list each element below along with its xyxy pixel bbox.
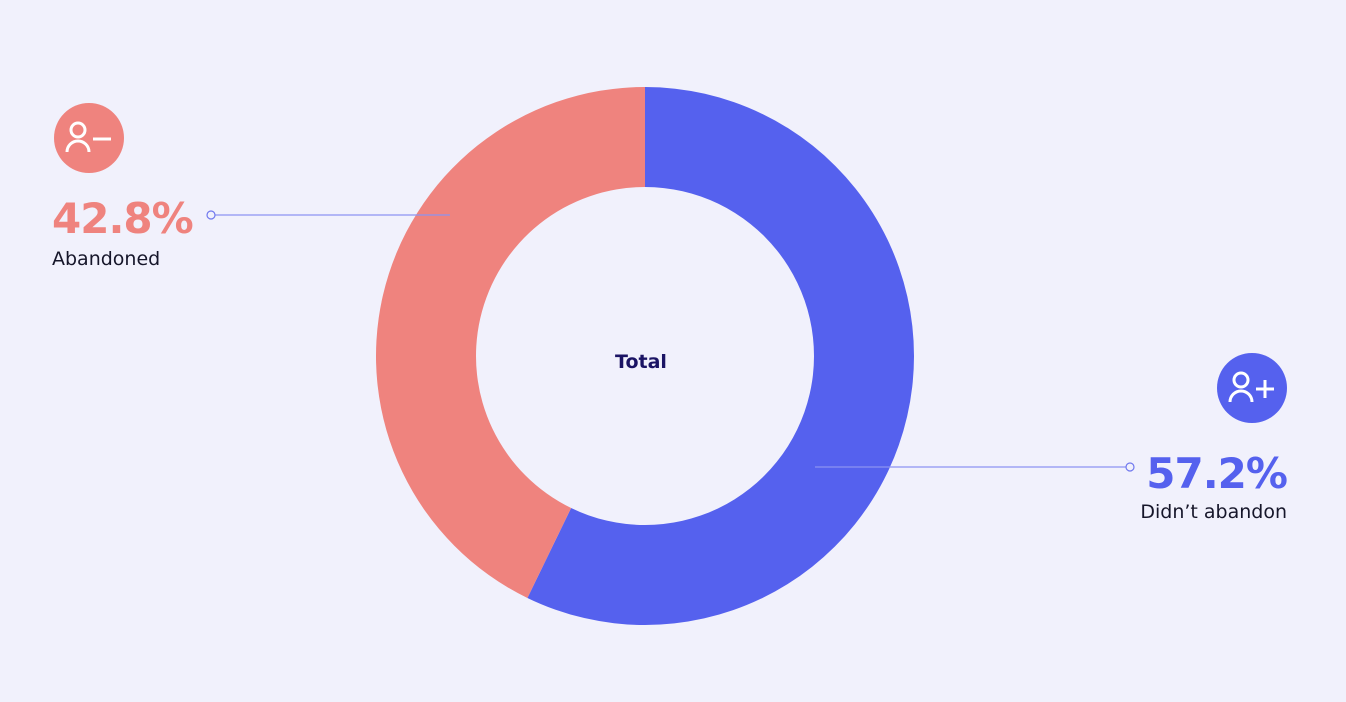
icon-abandoned [54,103,124,173]
center-label: Total [615,351,667,373]
category-label: Didn’t abandon [1140,501,1287,523]
value-label: 57.2% [1146,449,1287,498]
value-label: 42.8% [52,194,193,243]
callout-dot [1125,462,1135,472]
category-label: Abandoned [52,248,160,270]
icon-not-abandoned [1217,353,1287,423]
callout-dot [206,210,216,220]
slice [527,87,915,625]
